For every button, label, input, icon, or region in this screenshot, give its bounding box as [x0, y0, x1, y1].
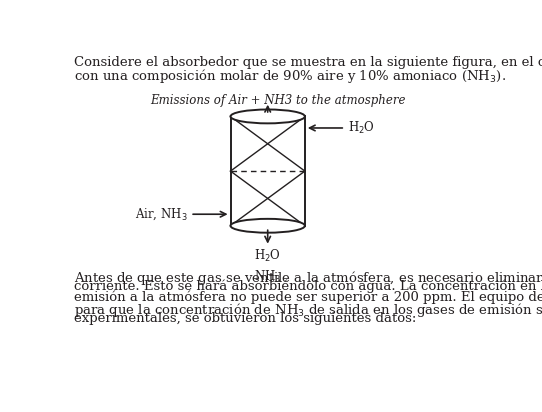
Text: H$_2$O: H$_2$O: [347, 120, 375, 136]
Text: experimentales, se obtuvieron los siguientes datos:: experimentales, se obtuvieron los siguie…: [74, 312, 416, 325]
Text: emisión a la atmósfera no puede ser superior a 200 ppm. El equipo de absorción h: emisión a la atmósfera no puede ser supe…: [74, 290, 542, 304]
Text: para que la concentración de NH$_3$ de salida en los gases de emisión sea de 50 : para que la concentración de NH$_3$ de s…: [74, 301, 542, 319]
Text: con una composición molar de 90% aire y 10% amoniaco (NH$_3$).: con una composición molar de 90% aire y …: [74, 67, 506, 85]
Text: Antes de que este gas se ventile a la atmósfera, es necesario eliminar la mayor : Antes de que este gas se ventile a la at…: [74, 269, 542, 287]
Ellipse shape: [230, 219, 305, 233]
Text: corriente. Esto se hará absorbiéndolo con agua. La concentración en la corriente: corriente. Esto se hará absorbiéndolo co…: [74, 280, 542, 293]
Text: H$_2$O
NH$_3$: H$_2$O NH$_3$: [254, 248, 281, 285]
Text: Considere el absorbedor que se muestra en la siguiente figura, en el cual se ali: Considere el absorbedor que se muestra e…: [74, 56, 542, 69]
Text: Emissions of Air + NH3 to the atmosphere: Emissions of Air + NH3 to the atmosphere: [150, 94, 405, 107]
Ellipse shape: [230, 110, 305, 123]
Text: Air, NH$_3$: Air, NH$_3$: [136, 206, 188, 222]
